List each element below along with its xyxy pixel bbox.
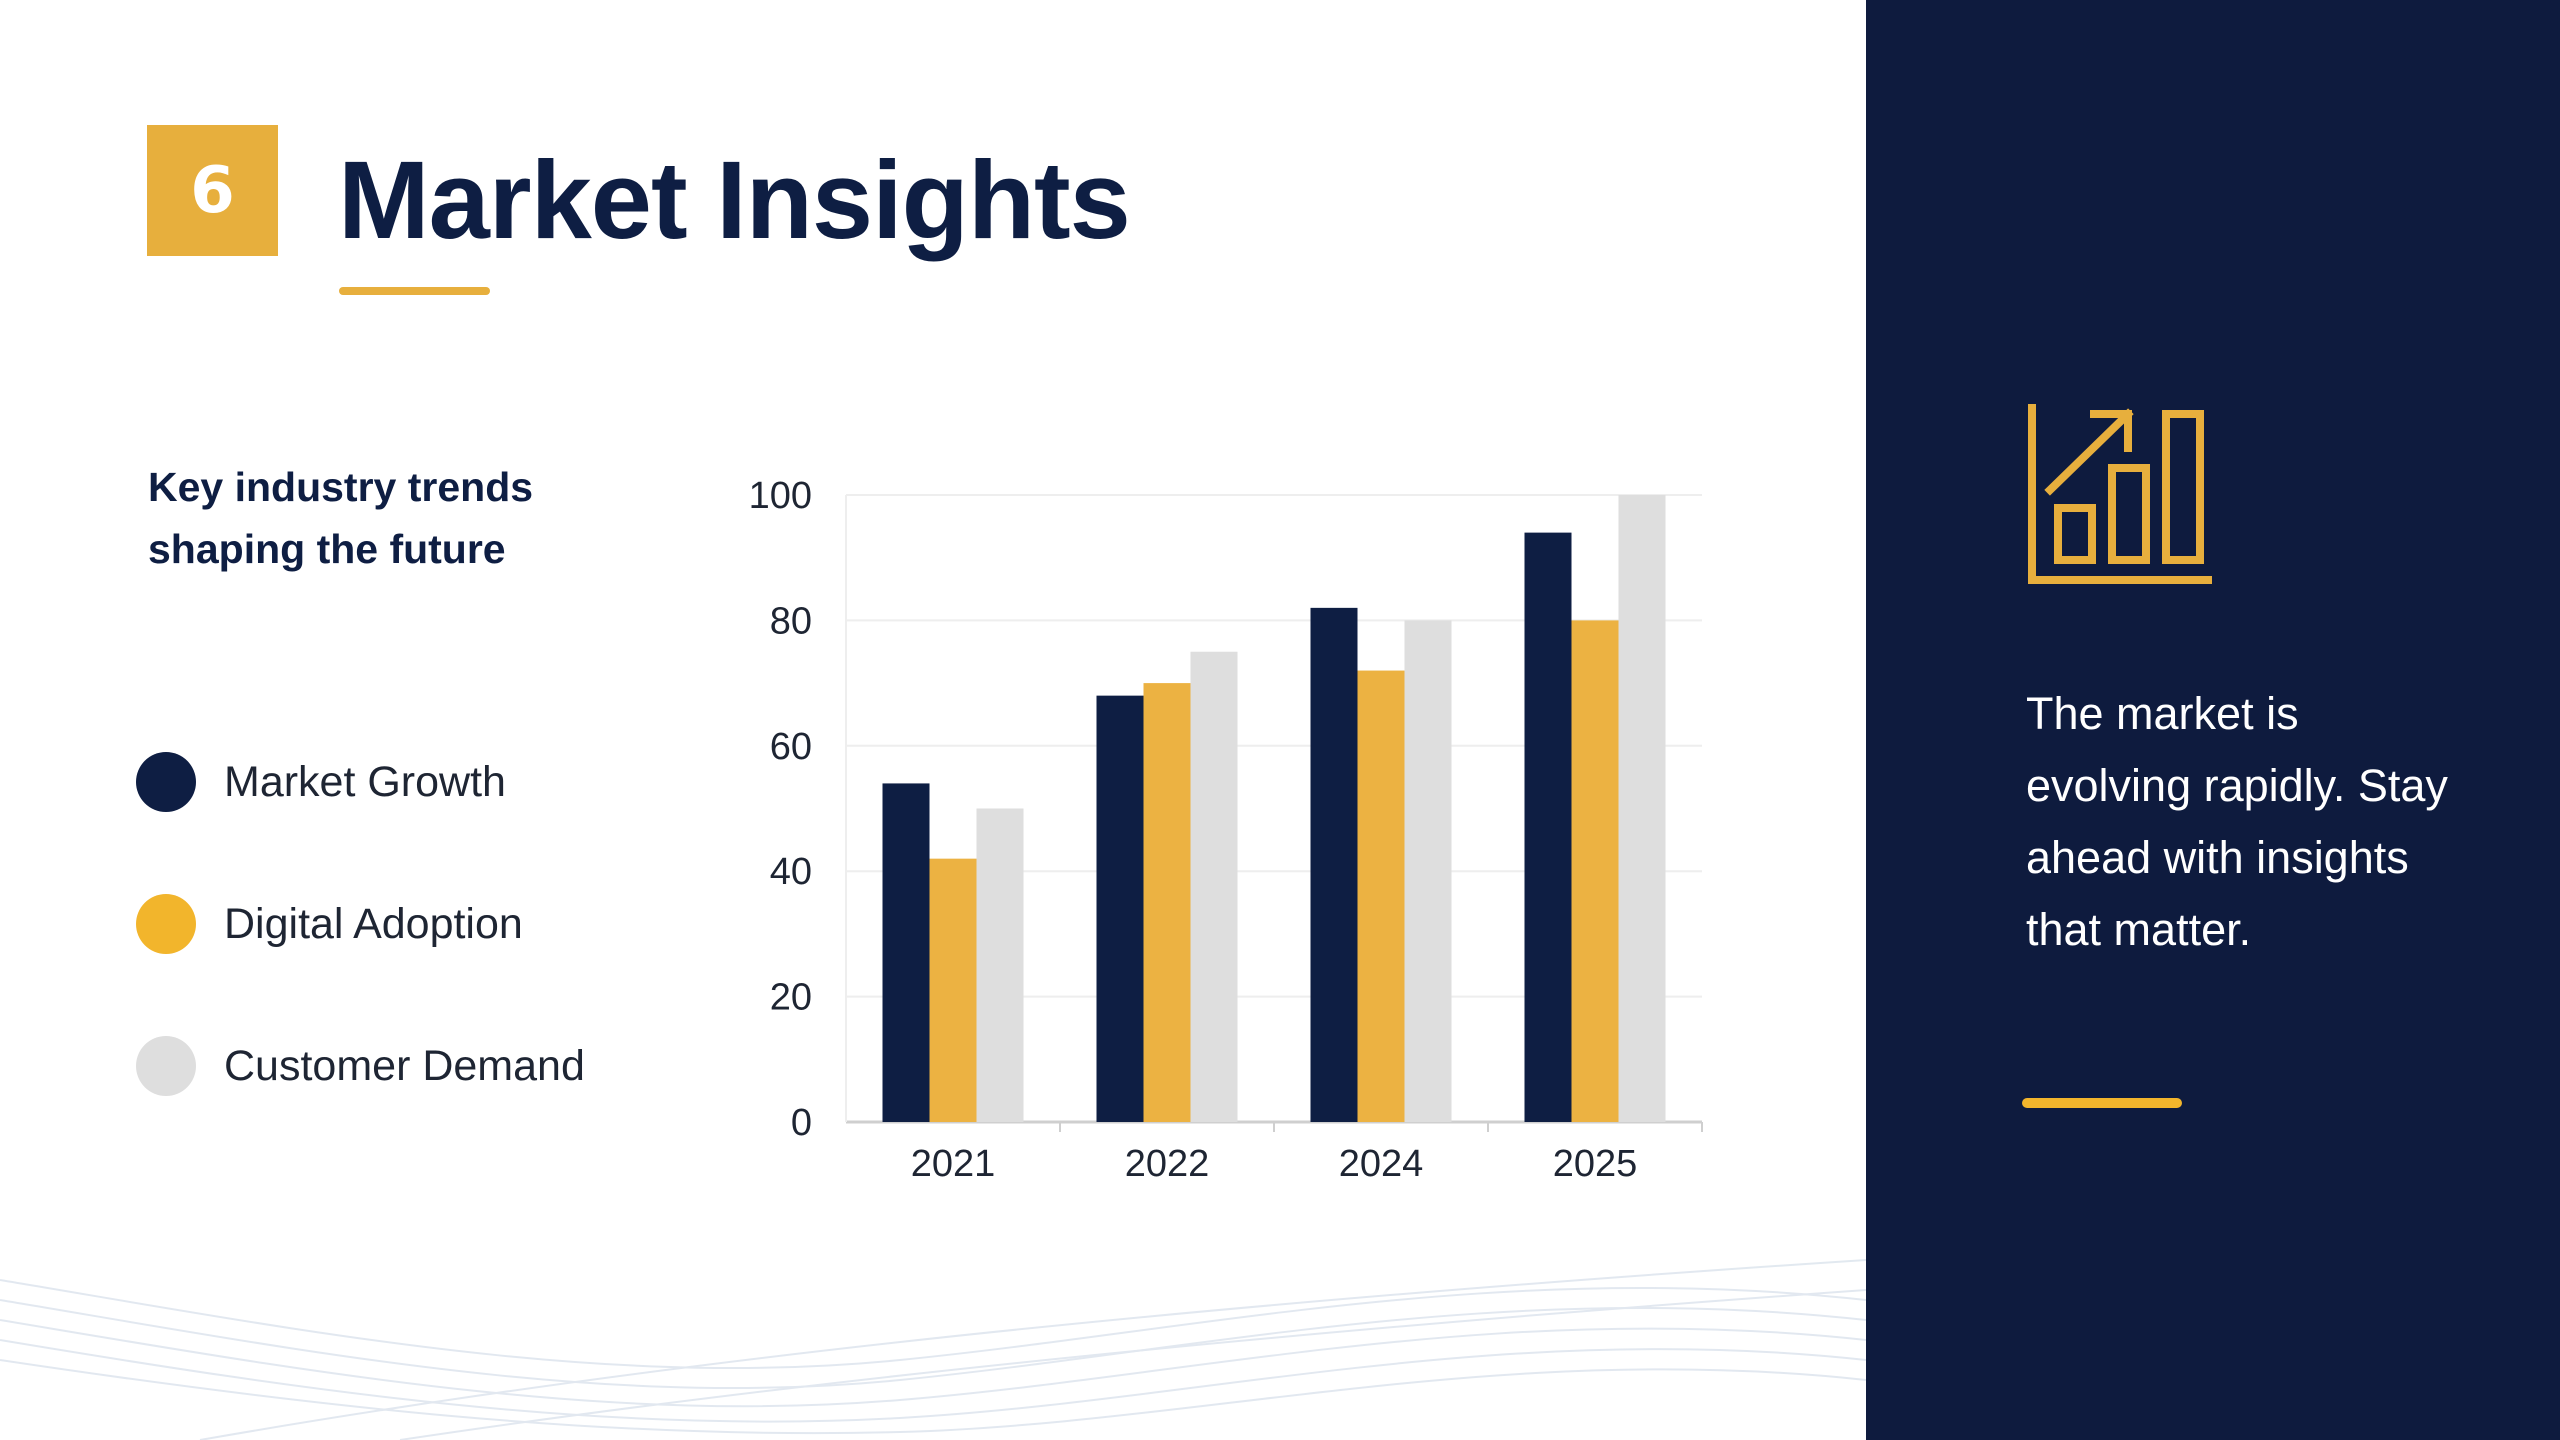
legend-item-digital-adoption: Digital Adoption — [136, 894, 585, 954]
bar-customer-demand — [976, 808, 1024, 1122]
x-tick-label: 2025 — [1553, 1143, 1638, 1185]
bar-digital-adoption — [1571, 620, 1619, 1122]
bar-digital-adoption — [1143, 683, 1191, 1122]
x-tick-label: 2024 — [1339, 1143, 1424, 1185]
legend-item-customer-demand: Customer Demand — [136, 1036, 585, 1096]
bar-market-growth — [1524, 532, 1572, 1122]
slide-number: 6 — [190, 153, 235, 228]
title-underline — [339, 287, 490, 295]
bar-customer-demand — [1618, 495, 1666, 1122]
bar-chart: 0 20 40 60 80 100 2021 2022 2024 2025 — [749, 475, 1703, 1185]
page-title: Market Insights — [338, 139, 1131, 262]
legend-swatch — [136, 752, 196, 812]
y-tick-label: 60 — [770, 726, 812, 768]
decorative-waves — [0, 1259, 1866, 1440]
chart-subtitle: Key industry trends shaping the future — [148, 464, 534, 572]
y-tick-label: 80 — [770, 600, 812, 642]
y-tick-label: 40 — [770, 851, 812, 893]
legend-swatch — [136, 894, 196, 954]
legend-label: Customer Demand — [224, 1041, 585, 1090]
y-tick-label: 100 — [749, 475, 812, 517]
sidebar-panel — [1866, 0, 2560, 1440]
y-tick-label: 0 — [791, 1102, 812, 1144]
bar-market-growth — [1096, 695, 1144, 1122]
legend-label: Digital Adoption — [224, 899, 523, 948]
bar-market-growth — [1310, 607, 1358, 1122]
legend-swatch — [136, 1036, 196, 1096]
bar-digital-adoption — [929, 858, 977, 1122]
sidebar-text: The market is evolving rapidly. Stay ahe… — [2026, 688, 2448, 955]
bar-market-growth — [882, 783, 930, 1122]
slide-number-badge: 6 — [147, 125, 278, 256]
bar-digital-adoption — [1357, 670, 1405, 1122]
sidebar-underline — [2022, 1098, 2182, 1108]
bar-customer-demand — [1404, 620, 1452, 1122]
x-tick-label: 2021 — [911, 1143, 996, 1185]
bar-customer-demand — [1190, 651, 1238, 1122]
bar-chart-growth-icon — [2028, 404, 2212, 584]
legend-item-market-growth: Market Growth — [136, 752, 585, 812]
x-tick-label: 2022 — [1125, 1143, 1210, 1185]
chart-legend: Market Growth Digital Adoption Customer … — [136, 752, 585, 1178]
legend-label: Market Growth — [224, 757, 506, 806]
y-tick-label: 20 — [770, 977, 812, 1019]
